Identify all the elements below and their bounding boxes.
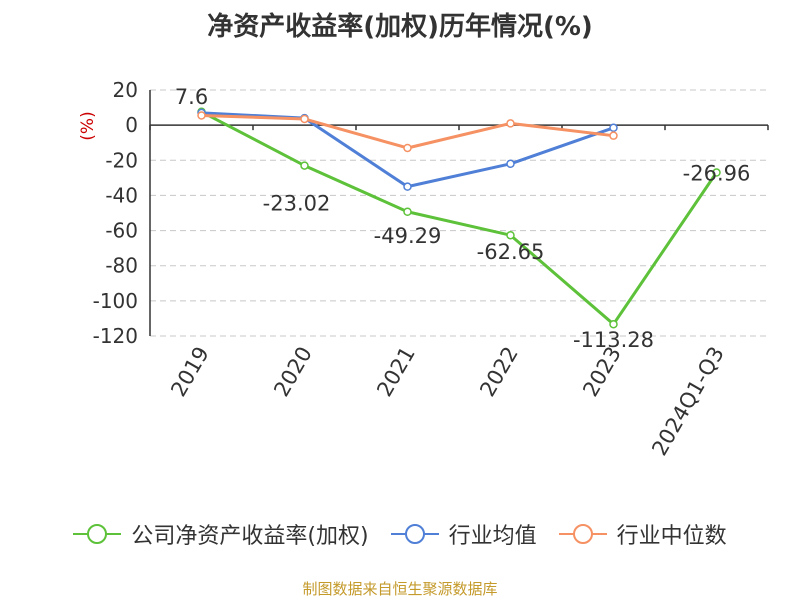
- y-tick-label: -120: [93, 324, 138, 348]
- source-note: 制图数据来自恒生聚源数据库: [302, 580, 498, 598]
- y-axis-unit-label: (%): [78, 111, 98, 140]
- data-point: [609, 319, 618, 329]
- grid-lines: [150, 89, 768, 337]
- data-label: -62.65: [477, 240, 545, 264]
- y-tick-label: 0: [125, 113, 138, 137]
- x-tick-label: 2024Q1-Q3: [647, 343, 729, 460]
- data-point: [506, 119, 515, 128]
- series-lines: [197, 107, 721, 329]
- legend-swatch-icon: [390, 524, 439, 544]
- axes: 20 0 -20 -40 -60 -80 -100 -120 (%) 2019 2020 2021 20…: [78, 78, 769, 460]
- data-point: [300, 161, 309, 170]
- data-point: [609, 131, 618, 140]
- legend-item: 行业均值: [390, 518, 537, 550]
- y-tick-label: -40: [105, 183, 138, 207]
- series-line: [200, 110, 718, 326]
- legend-item: 公司净资产收益率(加权): [73, 518, 369, 550]
- data-label: -49.29: [374, 224, 442, 248]
- y-tick-label: -100: [93, 289, 138, 313]
- chart-title: 净资产收益率(加权)历年情况(%): [207, 12, 593, 42]
- y-tick-label: -20: [105, 148, 138, 172]
- data-point: [197, 111, 206, 120]
- y-tick-label: -60: [105, 219, 138, 243]
- legend-label: 公司净资产收益率(加权): [131, 524, 369, 549]
- data-point: [403, 143, 412, 153]
- data-point: [403, 207, 412, 217]
- data-label: -26.96: [683, 162, 751, 186]
- legend-label: 行业中位数: [616, 524, 727, 549]
- x-tick-label: 2019: [166, 343, 214, 401]
- x-tick-label: 2021: [372, 343, 420, 401]
- data-labels: 7.6 -23.02 -49.29 -62.65 -113.28 -26.96: [175, 85, 751, 352]
- data-point: [403, 182, 412, 191]
- legend-label: 行业均值: [448, 524, 537, 549]
- data-point: [506, 230, 515, 240]
- legend-swatch-icon: [73, 524, 122, 544]
- data-label: 7.6: [175, 85, 208, 109]
- data-point: [609, 123, 618, 133]
- x-tick-label: 2022: [475, 343, 523, 401]
- legend-swatch-icon: [558, 524, 607, 544]
- x-tick-label: 2020: [269, 343, 317, 401]
- legend: 公司净资产收益率(加权) 行业均值 行业中位数: [0, 518, 800, 550]
- y-tick-label: 20: [113, 78, 138, 102]
- y-tick-label: -80: [105, 254, 138, 278]
- data-label: -23.02: [263, 192, 331, 216]
- data-label: -113.28: [573, 328, 654, 352]
- data-point: [712, 168, 721, 177]
- legend-item: 行业中位数: [558, 518, 727, 550]
- data-point: [506, 159, 515, 169]
- data-point: [300, 114, 309, 124]
